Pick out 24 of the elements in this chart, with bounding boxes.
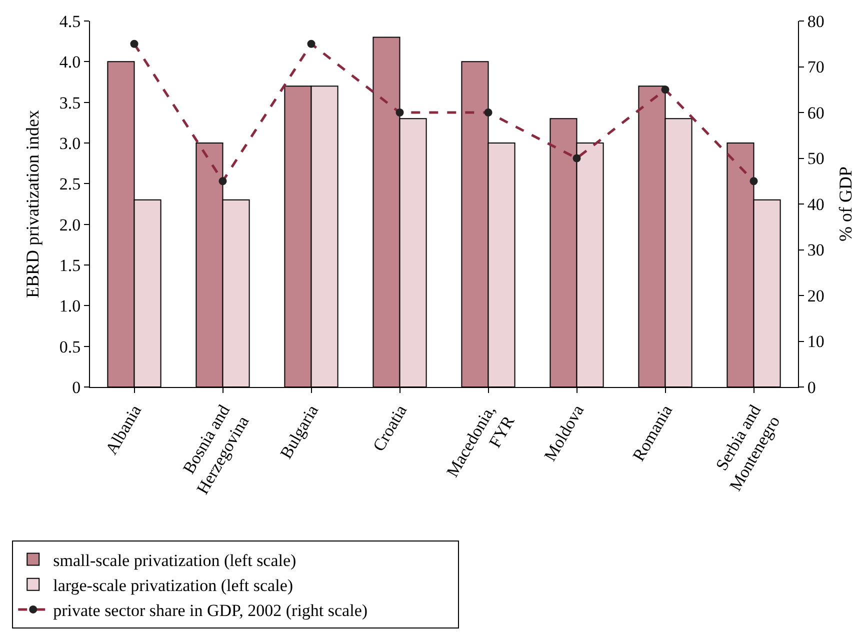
y2-tick-label: 60	[807, 103, 824, 122]
y2-tick-label: 10	[807, 332, 824, 352]
y-tick-label: 4.0	[59, 52, 81, 72]
y2-tick-label: 20	[807, 286, 824, 306]
y2-axis-title: % of GDP	[836, 166, 856, 242]
legend-label: large-scale privatization (left scale)	[53, 576, 294, 595]
y-tick-label: 0.5	[59, 337, 81, 356]
y-tick-label: 2.5	[59, 174, 81, 194]
legend-label: small-scale privatization (left scale)	[53, 550, 296, 570]
y-tick-label: 2.0	[59, 215, 81, 234]
y-axis-title: EBRD privatization index	[22, 110, 43, 298]
y2-tick-label: 30	[807, 240, 824, 260]
y-tick-label: 3.5	[59, 93, 81, 112]
y-tick-label: 0	[72, 378, 81, 397]
y2-tick-label: 0	[807, 378, 816, 397]
y-tick-label: 3.0	[59, 134, 81, 153]
y2-tick-label: 50	[807, 149, 824, 168]
y2-tick-label: 40	[807, 194, 824, 214]
y-tick-label: 1.0	[59, 296, 81, 316]
y-tick-label: 4.5	[59, 12, 81, 31]
y2-tick-label: 80	[807, 12, 824, 31]
y-tick-label: 1.5	[59, 256, 81, 275]
y2-tick-label: 70	[807, 58, 824, 77]
legend-label: private sector share in GDP, 2002 (right scale)	[53, 601, 368, 620]
